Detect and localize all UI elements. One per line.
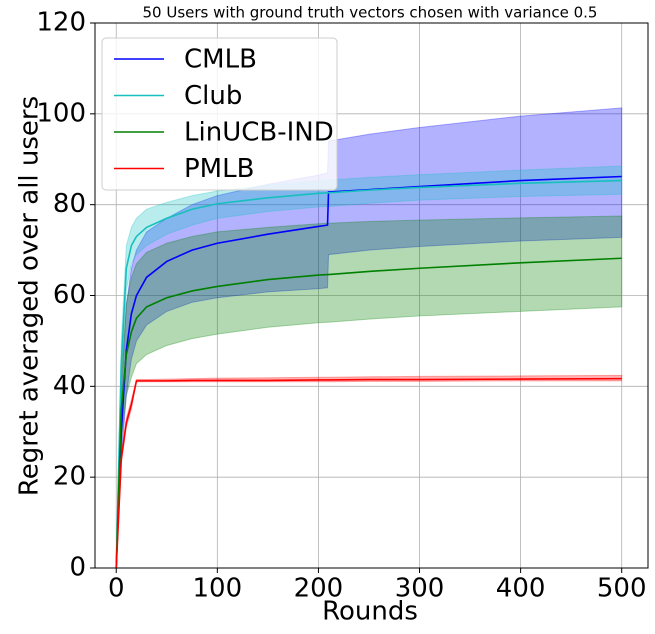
series-line <box>115 377 622 569</box>
x-tick-label: 400 <box>496 574 546 604</box>
y-tick-label: 40 <box>53 371 86 401</box>
y-tick-label: 120 <box>36 8 86 38</box>
x-tick-label: 300 <box>395 574 445 604</box>
y-tick-label: 100 <box>36 98 86 128</box>
y-tick-label: 60 <box>53 280 86 310</box>
y-tick-label: 20 <box>53 462 86 492</box>
chart-title: 50 Users with ground truth vectors chose… <box>143 4 598 22</box>
legend-label: CMLB <box>184 45 257 75</box>
x-tick-label: 500 <box>597 574 647 604</box>
confidence-band <box>115 165 623 569</box>
legend-label: LinUCB-IND <box>184 118 334 148</box>
y-axis-label: Regret averaged over all users <box>15 96 45 496</box>
legend-label: PMLB <box>184 154 254 184</box>
confidence-band <box>115 107 623 569</box>
x-tick-label: 200 <box>294 574 344 604</box>
y-tick-label: 0 <box>69 553 86 583</box>
y-tick-label: 80 <box>53 189 86 219</box>
x-tick-label: 100 <box>193 574 243 604</box>
confidence-band <box>115 374 623 569</box>
plot-frame <box>94 22 649 569</box>
series-line <box>115 179 622 569</box>
confidence-band <box>115 215 623 569</box>
legend-box <box>101 37 338 191</box>
x-tick-label: 0 <box>108 574 125 604</box>
legend-label: Club <box>184 81 242 111</box>
series-line <box>115 257 622 569</box>
x-axis-label: Rounds <box>322 597 418 627</box>
